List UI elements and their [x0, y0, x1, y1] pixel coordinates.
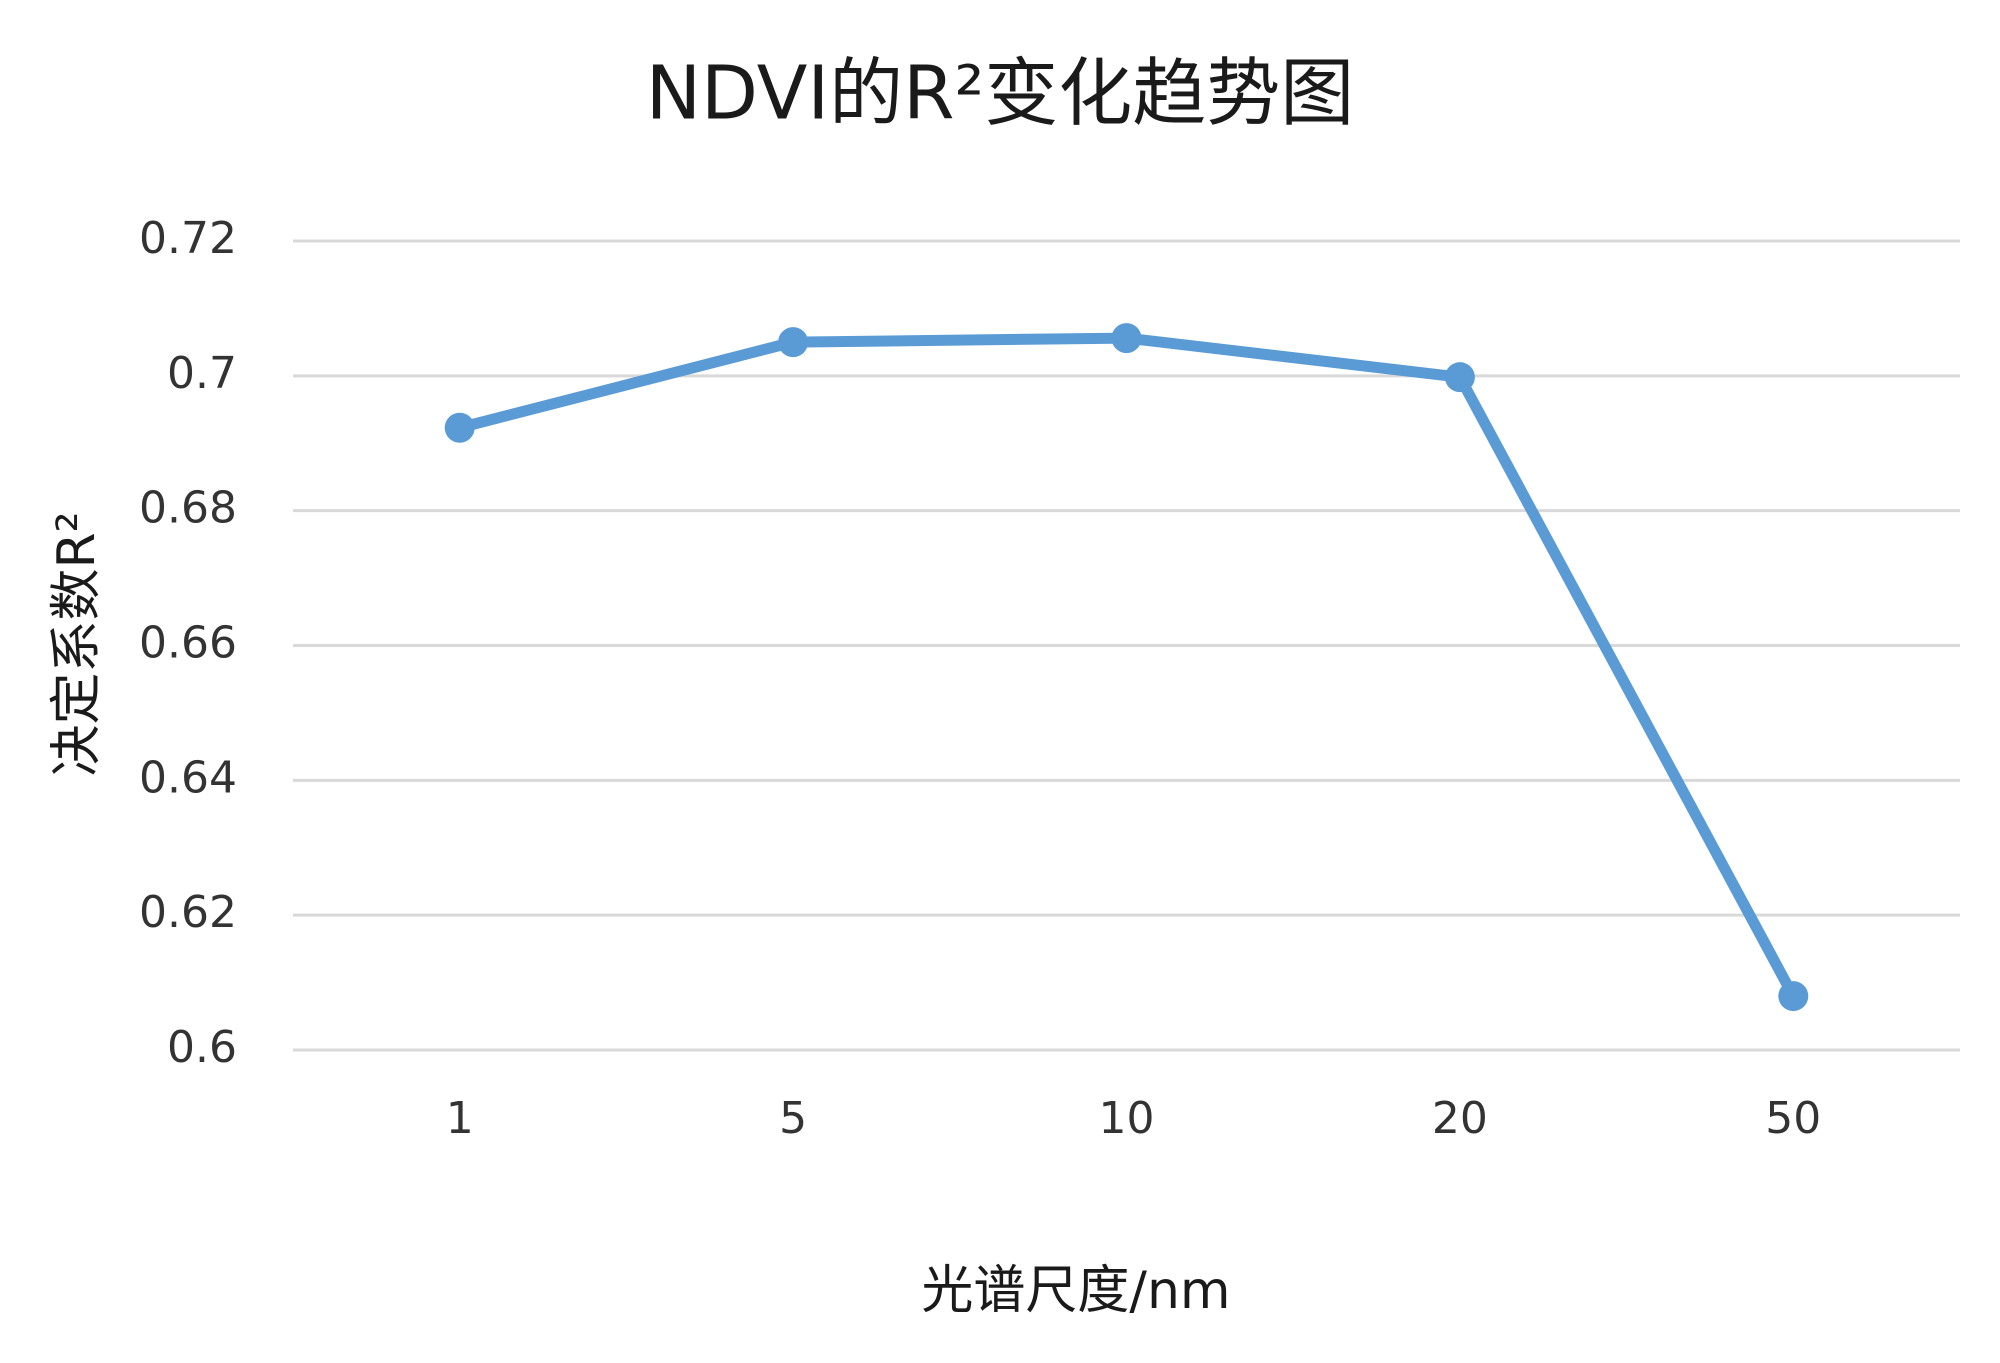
y-axis-title: 决定系数R² [47, 512, 107, 777]
chart-title: NDVI的R²变化趋势图 [646, 51, 1355, 137]
y-tick-label: 0.62 [139, 887, 237, 938]
x-tick-label: 5 [779, 1093, 807, 1144]
x-tick-label: 1 [446, 1093, 474, 1144]
data-point [1111, 323, 1142, 354]
data-point [1778, 981, 1809, 1012]
y-tick-label: 0.64 [139, 752, 237, 803]
y-tick-label: 0.68 [139, 483, 237, 534]
y-tick-label: 0.72 [139, 213, 237, 264]
data-point [444, 412, 475, 443]
y-tick-label: 0.7 [167, 348, 237, 399]
data-point [1444, 362, 1475, 393]
x-tick-label: 50 [1765, 1093, 1821, 1144]
y-tick-label: 0.66 [139, 618, 237, 669]
x-tick-label: 10 [1099, 1093, 1155, 1144]
x-axis-title: 光谱尺度/nm [921, 1261, 1230, 1321]
y-tick-label: 0.6 [167, 1022, 237, 1073]
x-tick-label: 20 [1432, 1093, 1488, 1144]
data-point [778, 327, 809, 358]
